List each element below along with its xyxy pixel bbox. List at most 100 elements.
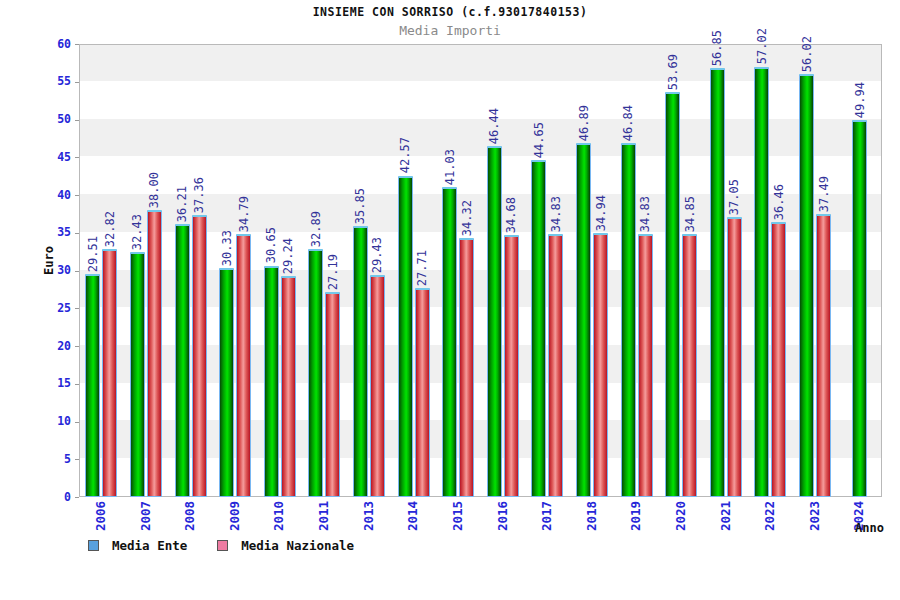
bar-group-2007: 32.43 38.00 (124, 44, 169, 497)
bar-value-label: 46.44 (488, 108, 500, 144)
bar-group-2024: 49.94 (837, 44, 882, 497)
y-tick-label: 10 (0, 416, 71, 428)
media-ente-swatch-icon (88, 540, 99, 551)
bar-media-ente: 30.65 (264, 266, 279, 497)
x-tick-cell: 2013 (347, 501, 392, 531)
bar-media-ente: 42.57 (398, 176, 413, 497)
bar-value-label: 34.68 (505, 197, 517, 233)
bar-group-2017: 44.65 34.83 (525, 44, 570, 497)
x-axis-labels: 2006200720082009201020112013201420152016… (79, 501, 882, 531)
x-tick-cell: 2020 (659, 501, 704, 531)
bar-group-2009: 30.33 34.79 (213, 44, 258, 497)
bar-value-label: 44.65 (533, 122, 545, 158)
bar-group-2014: 42.5727.71 (391, 44, 436, 497)
bar-group-2013: 35.8529.43 (347, 44, 392, 497)
bar-value-label: 34.79 (238, 196, 250, 232)
bar-media-nazionale: 32.82 (102, 249, 117, 497)
bar-media-ente: 41.03 (442, 187, 457, 497)
bar-media-nazionale: 36.46 (771, 222, 786, 497)
bar-media-ente: 46.44 (487, 146, 502, 497)
bar-value-label: 37.49 (818, 176, 830, 212)
bar-group-2010: 30.6529.24 (257, 44, 302, 497)
x-tick-cell: 2010 (257, 501, 302, 531)
bar-group-2011: 32.89 27.19 (302, 44, 347, 497)
x-tick-label: 2008 (184, 501, 197, 531)
x-tick-cell: 2023 (793, 501, 838, 531)
x-tick-label: 2020 (675, 501, 688, 531)
y-tick-label: 5 (0, 454, 71, 466)
x-tick-label: 2016 (497, 501, 510, 531)
x-tick-cell: 2011 (302, 501, 347, 531)
y-tick-label: 50 (0, 114, 71, 126)
bar-media-nazionale: 27.19 (325, 292, 340, 497)
y-tick-label: 15 (0, 378, 71, 390)
bar-value-label: 32.43 (131, 214, 143, 250)
bar-group-2021: 56.8537.05 (704, 44, 749, 497)
x-tick-label: 2021 (720, 501, 733, 531)
bar-media-nazionale: 38.00 (147, 210, 162, 497)
bar-group-2020: 53.69 34.85 (659, 44, 704, 497)
bar-media-ente: 46.84 (621, 143, 636, 497)
bar-value-label: 56.02 (801, 36, 813, 72)
x-tick-cell: 2016 (480, 501, 525, 531)
x-tick-cell: 2008 (168, 501, 213, 531)
bar-value-label: 30.65 (265, 227, 277, 263)
y-tick-label: 55 (0, 76, 71, 88)
bar-media-ente: 30.33 (219, 268, 234, 497)
legend-label: Media Ente (112, 538, 187, 553)
y-tick-label: 30 (0, 265, 71, 277)
bar-media-nazionale: 34.85 (682, 234, 697, 497)
x-tick-cell: 2006 (79, 501, 124, 531)
bar-media-ente: 29.51 (85, 274, 100, 497)
bar-value-label: 29.51 (87, 236, 99, 272)
bar-value-label: 30.33 (221, 230, 233, 266)
y-tick-label: 40 (0, 190, 71, 202)
bar-media-nazionale: 34.94 (593, 233, 608, 497)
x-tick-label: 2013 (363, 501, 376, 531)
bar-value-label: 29.24 (282, 238, 294, 274)
bar-media-nazionale: 29.24 (281, 276, 296, 497)
bar-value-label: 27.19 (327, 254, 339, 290)
bar-group-2018: 46.8934.94 (570, 44, 615, 497)
bar-value-label: 27.71 (416, 250, 428, 286)
bar-value-label: 56.85 (711, 30, 723, 66)
bar-chart: INSIEME CON SORRISO (c.f.93017840153) Me… (0, 0, 900, 600)
bar-value-label: 36.46 (773, 184, 785, 220)
bar-value-label: 34.83 (550, 196, 562, 232)
bar-value-label: 34.85 (684, 196, 696, 232)
x-tick-cell: 2022 (748, 501, 793, 531)
x-axis-title: Anno (855, 521, 884, 535)
bar-media-nazionale: 29.43 (370, 275, 385, 497)
y-tick-label: 0 (0, 492, 71, 504)
bar-media-ente: 35.85 (353, 226, 368, 497)
bar-media-nazionale: 37.49 (816, 214, 831, 497)
bar-value-label: 35.85 (354, 188, 366, 224)
bar-value-label: 46.89 (578, 105, 590, 141)
bar-value-label: 32.89 (310, 211, 322, 247)
bar-value-label: 42.57 (399, 137, 411, 173)
bar-group-2006: 29.5132.82 (79, 44, 124, 497)
bar-group-2008: 36.2137.36 (168, 44, 213, 497)
chart-title: INSIEME CON SORRISO (c.f.93017840153) (0, 5, 900, 19)
x-tick-label: 2009 (229, 501, 242, 531)
legend-label: Media Nazionale (241, 538, 354, 553)
x-tick-cell: 2021 (704, 501, 749, 531)
media-nazionale-swatch-icon (217, 540, 228, 551)
bar-group-2023: 56.0237.49 (793, 44, 838, 497)
bar-media-ente: 49.94 (852, 120, 867, 497)
x-tick-label: 2006 (95, 501, 108, 531)
bar-value-label: 53.69 (667, 54, 679, 90)
bar-value-label: 49.94 (854, 82, 866, 118)
x-tick-label: 2019 (630, 501, 643, 531)
x-tick-label: 2011 (318, 501, 331, 531)
bar-media-nazionale: 34.83 (638, 234, 653, 497)
bar-media-nazionale: 34.83 (548, 234, 563, 497)
x-tick-label: 2014 (407, 501, 420, 531)
bar-media-ente: 36.21 (175, 224, 190, 497)
bar-media-ente: 46.89 (576, 143, 591, 497)
bar-value-label: 36.21 (176, 186, 188, 222)
bar-media-ente: 56.85 (710, 68, 725, 497)
bar-value-label: 46.84 (622, 105, 634, 141)
bar-media-nazionale: 34.68 (504, 235, 519, 497)
x-tick-label: 2007 (140, 501, 153, 531)
